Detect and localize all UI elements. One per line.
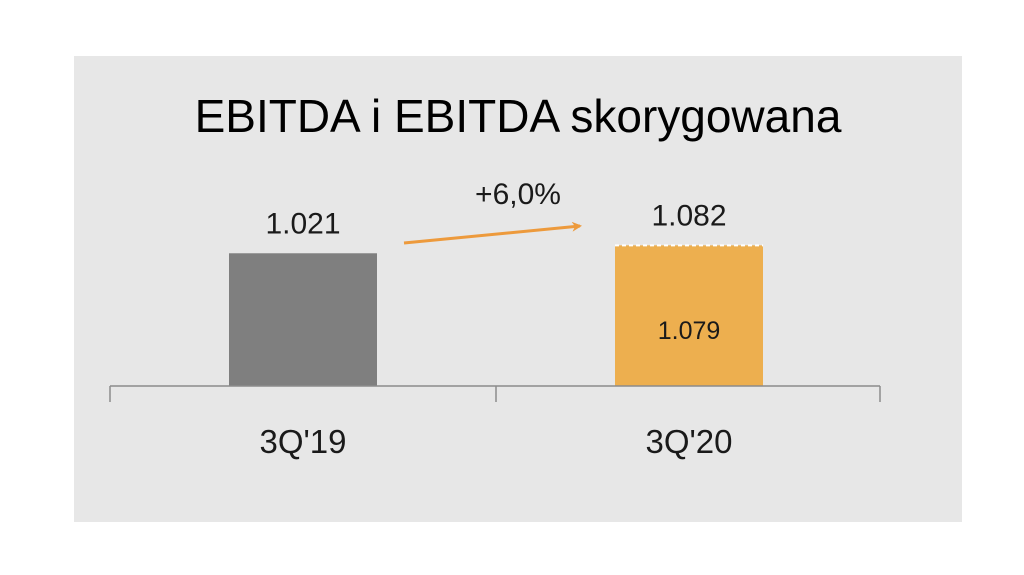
bar-1 (615, 245, 763, 386)
growth-arrow (403, 221, 582, 245)
chart-title: EBITDA i EBITDA skorygowana (195, 90, 842, 142)
data-label-1: 1.082 (651, 199, 726, 232)
inner-label-1: 1.079 (658, 317, 721, 345)
chart-svg: EBITDA i EBITDA skorygowana +6,0% 1.021 3… (109, 90, 881, 460)
growth-annotation: +6,0% (475, 178, 561, 211)
data-label-0: 1.021 (265, 207, 340, 240)
chart-panel: EBITDA i EBITDA skorygowana +6,0% 1.021 3… (74, 56, 962, 522)
bar-0 (229, 253, 377, 386)
category-label-1: 3Q'20 (645, 423, 732, 460)
category-label-0: 3Q'19 (259, 423, 346, 460)
